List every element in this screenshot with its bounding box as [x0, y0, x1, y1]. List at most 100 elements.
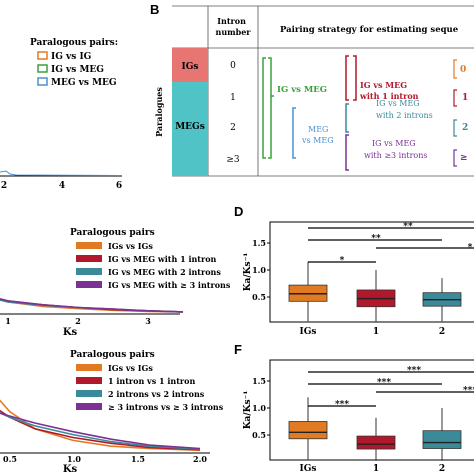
panel-b-letter: B [150, 2, 159, 17]
edge-label-0: 0 [460, 65, 466, 75]
c-legend-swatch-1 [76, 255, 102, 262]
panel-c-lines [0, 298, 184, 313]
f-xtick-1: 1 [373, 464, 379, 474]
c-legend-swatch-2 [76, 268, 102, 275]
bracket-blue [292, 107, 296, 159]
e-tick-20: 2.0 [193, 454, 207, 464]
legend-label-ig-ig: IG vs IG [51, 52, 91, 62]
intron-number-0: 0 [230, 61, 236, 71]
edge-label-3: ≥ [460, 153, 468, 163]
edge-bracket-3 [453, 149, 457, 167]
e-tick-05: 0.5 [3, 454, 17, 464]
group-label-igs: IGs [182, 62, 199, 72]
panel-e-lines [0, 399, 201, 452]
e-legend-label-3: ≥ 3 introns vs ≥ 3 introns [108, 402, 224, 412]
panel-e-legend: IGs vs IGs 1 intron vs 1 intron 2 intron… [76, 363, 224, 412]
box-body-0 [288, 421, 328, 440]
density-line-1 [0, 409, 201, 451]
panel-f: F Ka/Ks⁻¹ 0.5 1.0 1.5 *** *** *** *** IG… [234, 342, 474, 474]
f-sig-label-1: *** [377, 378, 391, 388]
group-box-megs [172, 82, 208, 176]
panel-f-letter: F [234, 342, 242, 357]
legend-label-meg-meg: MEG vs MEG [51, 78, 117, 88]
d-sig-label-0: ** [403, 222, 413, 232]
c-xlabel: Ks [63, 327, 78, 338]
f-sig-label-0: *** [407, 366, 421, 376]
bracket-red-left [345, 55, 349, 101]
c-legend-swatch-0 [76, 242, 102, 249]
legend-swatch-ig-ig [37, 51, 48, 60]
panel-c-legend: IGs vs IGs IG vs MEG with 1 intron IG vs… [76, 241, 231, 290]
group-label-megs: MEGs [175, 122, 205, 132]
label-with-1-intron: IG vs MEG with 1 intron [359, 80, 419, 101]
panel-a-tick-4: 4 [59, 181, 65, 191]
panel-f-frame [269, 359, 474, 461]
d-ytick-10: 1.0 [252, 265, 266, 275]
legend-swatch-ig-meg [37, 64, 48, 73]
f-xtick-igs: IGs [300, 464, 317, 474]
f-xtick-2: 2 [439, 464, 445, 474]
c-legend-label-2: IG vs MEG with 2 introns [108, 267, 221, 277]
d-xtick-igs: IGs [300, 327, 317, 337]
density-line-3 [0, 412, 201, 450]
panel-a: Paralogous pairs: IG vs IG IG vs MEG MEG… [0, 38, 122, 191]
row-label-paralogues: Paralogues [154, 87, 164, 137]
panel-f-ylabel: Ka/Ks⁻¹ [243, 391, 253, 430]
panel-b: B Intron number Pairing strategy for est… [150, 2, 474, 177]
panel-d-frame [269, 221, 474, 323]
bracket-teal [345, 103, 349, 133]
label-meg-vs-meg: MEG vs MEG [301, 125, 334, 145]
panel-a-curve [0, 170, 123, 176]
label-ig-vs-meg: IG vs MEG [277, 85, 327, 95]
panel-a-legend-title: Paralogous pairs: [30, 38, 118, 48]
box-body-2 [422, 430, 462, 449]
panel-c: Paralogous pairs IGs vs IGs IG vs MEG wi… [0, 228, 231, 338]
f-ytick-05: 0.5 [252, 430, 266, 440]
edge-bracket-1 [453, 89, 457, 107]
c-legend-label-3: IG vs MEG with ≥ 3 introns [108, 280, 231, 290]
box-body-1 [356, 435, 396, 450]
panel-e-legend-title: Paralogous pairs [70, 350, 155, 360]
d-sig-label-3: * [340, 256, 345, 266]
c-legend-swatch-3 [76, 281, 102, 288]
panel-d-ylabel: Ka/Ks⁻¹ [243, 253, 253, 292]
panel-f-boxes [288, 397, 462, 461]
legend-swatch-meg-meg [37, 77, 48, 86]
d-sig-label-1: ** [371, 234, 381, 244]
panel-d-letter: D [234, 204, 243, 219]
label-with-3-introns: IG vs MEG with ≥3 introns [364, 139, 427, 160]
d-xtick-1: 1 [373, 327, 379, 337]
e-tick-10: 1.0 [67, 454, 81, 464]
c-tick-1: 1 [5, 316, 11, 326]
bracket-green-right [268, 57, 274, 159]
c-tick-2: 2 [75, 316, 81, 326]
edge-bracket-0 [453, 59, 457, 79]
header-intron-number: Intron number [216, 16, 252, 37]
c-legend-label-1: IG vs MEG with 1 intron [108, 254, 217, 264]
edge-bracket-2 [453, 119, 457, 137]
header-pairing-strategy: Pairing strategy for estimating seque [280, 25, 459, 35]
d-xtick-2: 2 [439, 327, 445, 337]
legend-label-ig-meg: IG vs MEG [51, 65, 104, 75]
bracket-purple [345, 134, 349, 171]
f-sig-label-2: *** [463, 386, 474, 396]
e-legend-swatch-0 [76, 364, 102, 371]
e-legend-label-0: IGs vs IGs [108, 363, 153, 373]
density-line-2 [0, 411, 201, 450]
bracket-green-left [262, 57, 266, 159]
e-legend-swatch-1 [76, 377, 102, 384]
panel-c-legend-title: Paralogous pairs [70, 228, 155, 238]
e-legend-label-1: 1 intron vs 1 intron [108, 376, 195, 386]
edge-label-2: 2 [462, 123, 468, 133]
d-sig-label-2: * [468, 243, 473, 253]
c-tick-3: 3 [145, 316, 151, 326]
intron-number-2: 2 [230, 123, 236, 133]
e-legend-swatch-2 [76, 390, 102, 397]
label-with-2-introns: IG vs MEG with 2 introns [376, 99, 433, 120]
panel-e: Paralogous pairs IGs vs IGs 1 intron vs … [0, 350, 224, 474]
panel-d-boxes [288, 261, 462, 323]
e-xlabel: Ks [63, 464, 78, 474]
e-legend-swatch-3 [76, 403, 102, 410]
